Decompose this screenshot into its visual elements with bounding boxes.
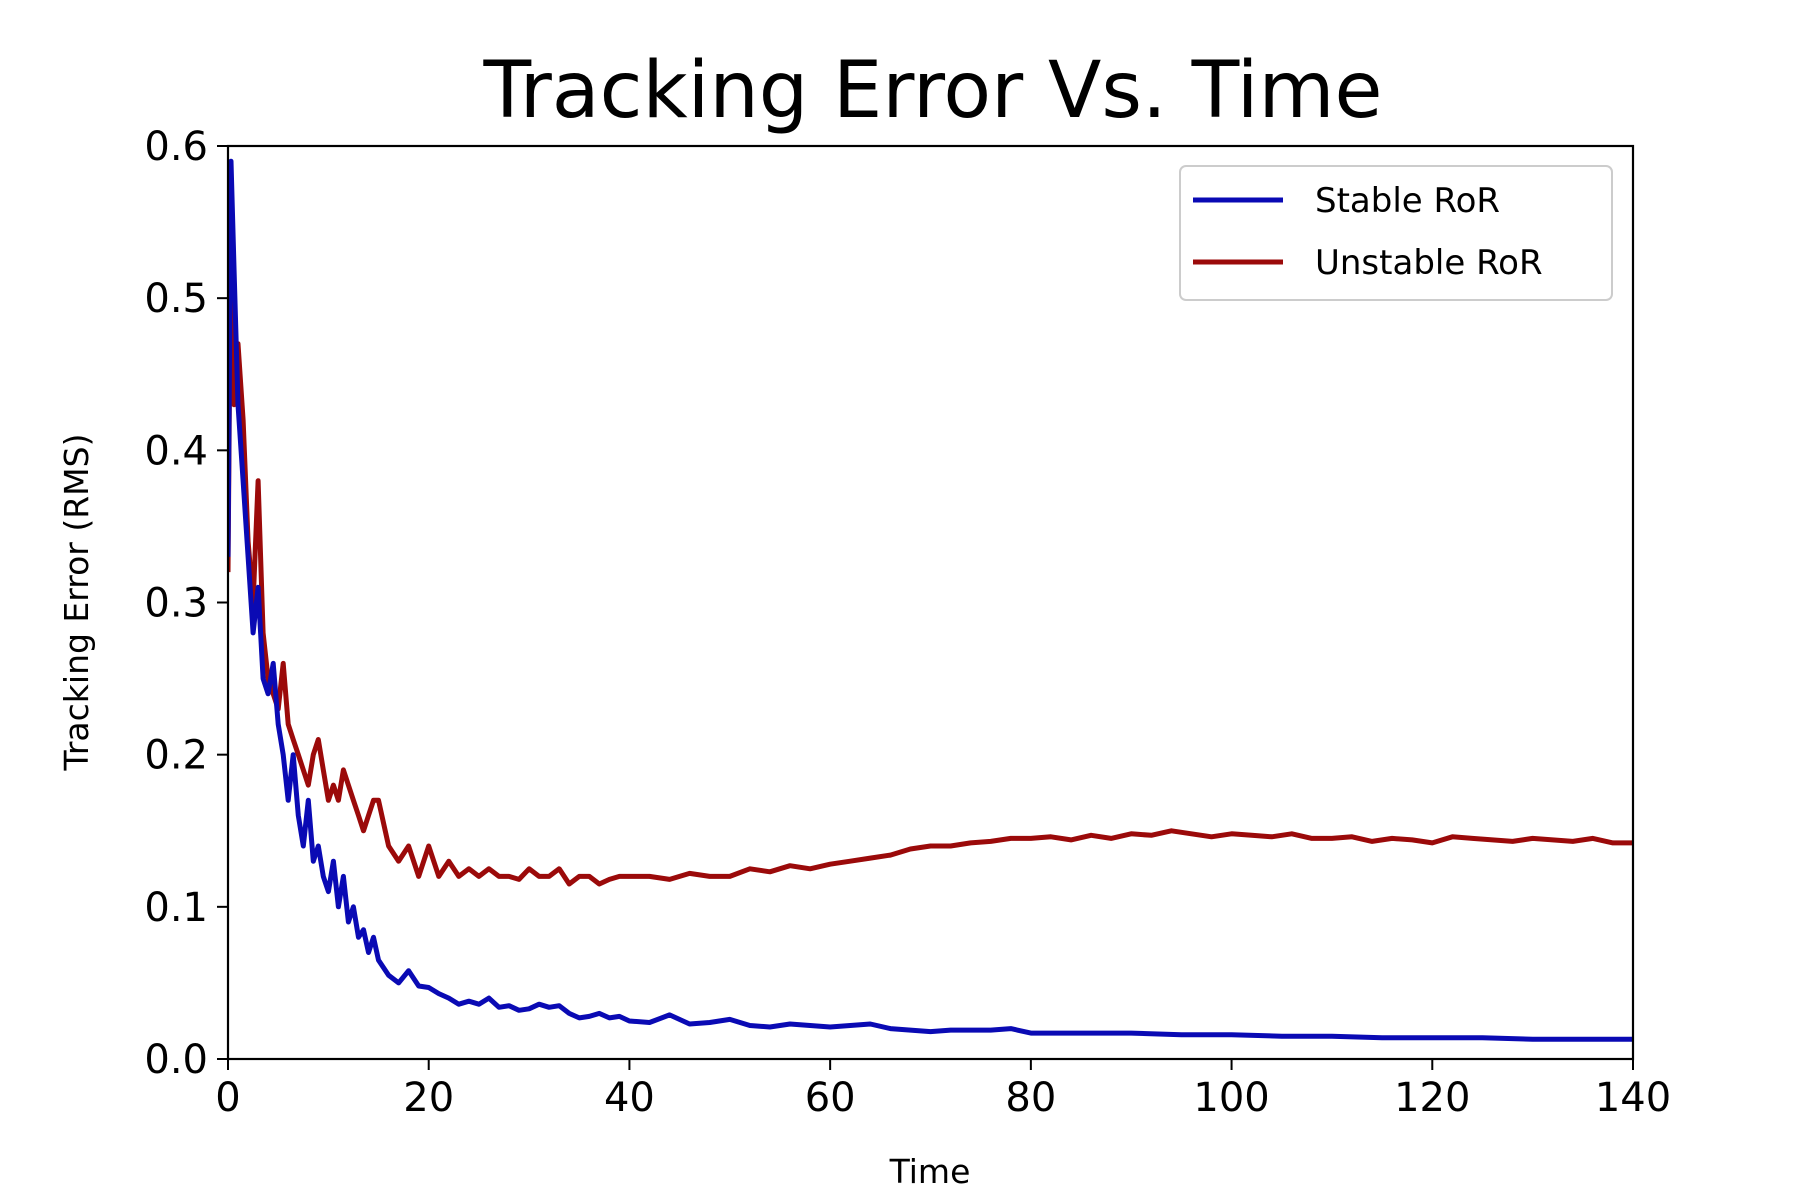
legend-label-stable: Stable RoR [1315,181,1500,221]
x-tick-label: 60 [805,1075,856,1121]
x-axis-label: Time [889,1152,971,1191]
legend: Stable RoR Unstable RoR [1179,165,1613,301]
x-axis-ticks: 0 20 40 60 80 100 120 140 [215,1059,1671,1121]
x-tick-label: 120 [1394,1075,1470,1121]
x-tick-label: 40 [604,1075,655,1121]
y-axis-label: Tracking Error (RMS) [57,434,96,772]
x-tick-label: 20 [403,1075,454,1121]
chart-title: Tracking Error Vs. Time [483,46,1383,136]
legend-box [1179,165,1613,301]
x-tick-label: 140 [1595,1075,1671,1121]
y-tick-label: 0.5 [144,276,208,322]
y-tick-label: 0.4 [144,428,208,474]
x-tick-label: 80 [1005,1075,1056,1121]
x-tick-label: 100 [1193,1075,1269,1121]
series-line-unstable-ror [228,204,1633,887]
series-line-stable-ror [228,158,1633,1042]
legend-label-unstable: Unstable RoR [1315,243,1543,283]
series-layer [228,158,1633,1042]
y-tick-label: 0.1 [144,885,208,931]
y-tick-label: 0.0 [144,1037,208,1083]
y-tick-label: 0.6 [144,124,208,170]
x-tick-label: 0 [215,1075,240,1121]
y-axis-ticks: 0.0 0.1 0.2 0.3 0.4 0.5 0.6 [144,124,228,1083]
y-tick-label: 0.2 [144,733,208,779]
y-tick-label: 0.3 [144,581,208,627]
